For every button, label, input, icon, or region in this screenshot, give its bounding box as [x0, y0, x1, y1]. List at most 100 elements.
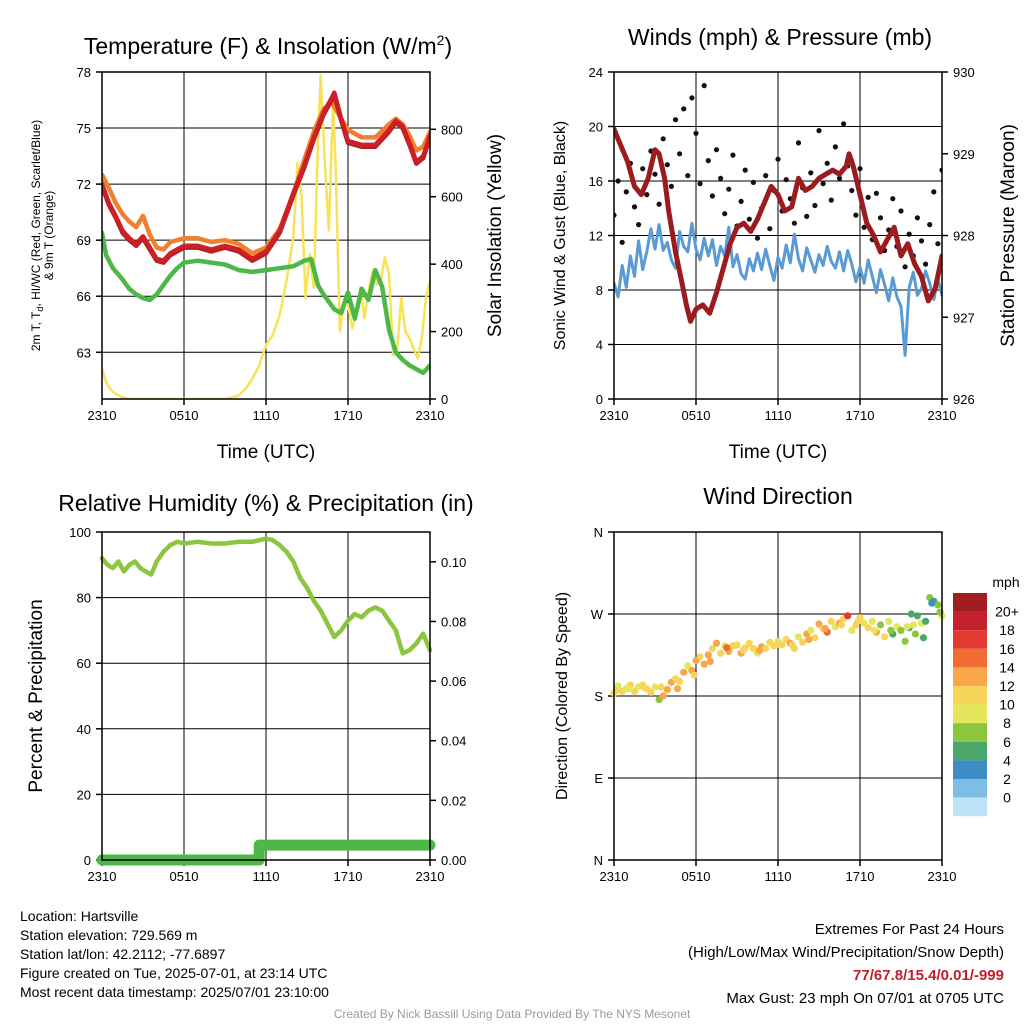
chart1-y-tick-label: 4	[596, 338, 603, 353]
chart1-gust-point	[718, 175, 724, 181]
legend-label: 14	[999, 659, 1015, 675]
chart0-y-tick-label: 75	[77, 121, 91, 136]
chart1-gust-point	[685, 173, 691, 179]
legend-swatch	[953, 723, 987, 742]
chart1-gust-point	[701, 83, 707, 89]
chart3-direction-point	[887, 626, 895, 635]
chart0-y2-tick-label: 400	[441, 257, 463, 272]
legend-label: 18	[999, 622, 1015, 638]
chart1-gust-point	[697, 181, 703, 187]
chart3-direction-point	[712, 639, 721, 647]
chart1-gust-point	[873, 190, 880, 196]
chart2-x-tick-label: 0510	[170, 869, 199, 884]
chart3-direction-point	[772, 641, 780, 649]
chart1-gust-point	[783, 177, 789, 183]
chart1-gust-point	[652, 171, 658, 177]
station-info: Location: Hartsville Station elevation: …	[20, 907, 329, 1002]
chart3-direction-point	[811, 634, 819, 642]
chart1-gust-point	[836, 175, 843, 181]
chart1-gust-point	[664, 162, 670, 168]
chart1-gust-point	[824, 160, 830, 166]
chart2-y-tick-label: 60	[77, 656, 91, 671]
chart3-direction-point	[700, 660, 708, 668]
legend-label: 4	[1003, 752, 1011, 768]
chart2-y-tick-label: 40	[77, 722, 91, 737]
extremes-values: 77/67.8/15.4/0.01/-999	[853, 967, 1004, 984]
chart0-x-tick-label: 1110	[253, 408, 280, 423]
chart3-direction-point	[848, 626, 856, 635]
chart2-y-tick-label: 0	[84, 853, 91, 868]
chart1-y-tick-label: 0	[596, 392, 603, 407]
chart2-y-tick-label: 20	[77, 787, 91, 802]
chart3-direction-point	[708, 645, 717, 653]
chart3-direction-point	[868, 617, 876, 625]
chart3-direction-point	[659, 692, 667, 700]
chart3-direction-point	[799, 638, 807, 646]
chart1-gust-point	[754, 235, 761, 241]
chart2-y2-tick-label: 0.04	[441, 734, 466, 749]
chart1-gust-point	[857, 166, 863, 172]
chart1-gust-point	[640, 166, 646, 172]
chart1-gust-point	[795, 140, 802, 146]
chart0-y-tick-label: 72	[77, 177, 91, 192]
chart3-direction-point	[690, 671, 698, 679]
chart1-x-tick-label: 1710	[846, 408, 875, 423]
chart3-direction-point	[903, 623, 911, 631]
legend-label: 2	[1003, 771, 1011, 787]
chart3-x-tick-label: 1710	[846, 869, 875, 884]
chart2-y2-tick-label: 0.00	[441, 853, 466, 868]
chart3-x-tick-label: 1110	[765, 869, 792, 884]
chart0-x-tick-label: 0510	[170, 408, 199, 423]
chart1-series-group	[614, 83, 942, 357]
chart3-direction-point	[907, 610, 915, 618]
chart1-gust-point	[812, 202, 818, 209]
chart1-y2-tick-label: 928	[953, 229, 975, 244]
chart1-gust-point	[906, 231, 912, 237]
chart2-y2-tick-label: 0.06	[441, 674, 466, 689]
chart0-xlabel: Time (UTC)	[217, 442, 316, 463]
chart1-gust-point	[709, 193, 716, 199]
chart1-gust-point	[644, 192, 650, 198]
extremes-subtitle: (High/Low/Max Wind/Precipitation/Snow De…	[688, 944, 1004, 961]
chart2-y2-tick-label: 0.02	[441, 793, 466, 808]
chart1-gust-point	[705, 158, 711, 164]
most-recent-data: Most recent data timestamp: 2025/07/01 2…	[20, 984, 329, 1000]
chart1-gust-point	[713, 147, 720, 153]
chart3-direction-point	[657, 683, 665, 691]
legend-swatch	[953, 779, 987, 798]
chart1-y-tick-label: 12	[589, 229, 603, 244]
chart2-y-tick-label: 100	[69, 525, 91, 540]
legend-swatch	[953, 648, 987, 668]
chart3-direction-point	[827, 617, 835, 625]
chart3-direction-point	[723, 644, 731, 652]
chart1-title: Winds (mph) & Pressure (mb)	[628, 24, 932, 50]
legend-label: 20+	[995, 604, 1019, 620]
chart3-direction-point	[860, 619, 868, 627]
chart1-gust-point	[746, 216, 752, 222]
chart2-y2-tick-label: 0.10	[441, 555, 466, 570]
chart3-direction-point	[788, 641, 797, 649]
chart1-gust-point	[738, 198, 744, 204]
chart3-direction-point	[663, 686, 671, 694]
chart1-gust-point	[763, 173, 769, 179]
chart1-gust-point	[722, 211, 728, 217]
chart3-direction-point	[805, 635, 813, 644]
chart3-plot-frame	[613, 531, 943, 861]
chart1-gust-point	[877, 215, 884, 221]
chart1-gust-point	[832, 144, 839, 150]
chart1-series-station-pressure	[614, 126, 942, 324]
legend-swatch	[953, 686, 987, 705]
chart1-gust-point	[791, 220, 798, 226]
chart1-gust-point	[656, 201, 662, 207]
chart3-direction-point	[778, 641, 786, 649]
chart1-gust-point	[820, 181, 826, 187]
chart3-direction-point	[870, 626, 879, 635]
chart3-direction-point	[704, 651, 712, 659]
chart0-plot-frame	[101, 71, 431, 400]
chart0-title-text: Temperature (F) & Insolation (W/m	[84, 33, 437, 59]
chart3-direction-point	[885, 617, 893, 625]
legend-swatch	[953, 704, 987, 724]
chart0-x-tick-label: 1710	[334, 408, 363, 423]
chart2-x-tick-label: 2310	[88, 869, 117, 884]
chart0-title: Temperature (F) & Insolation (W/m2)	[84, 32, 452, 59]
